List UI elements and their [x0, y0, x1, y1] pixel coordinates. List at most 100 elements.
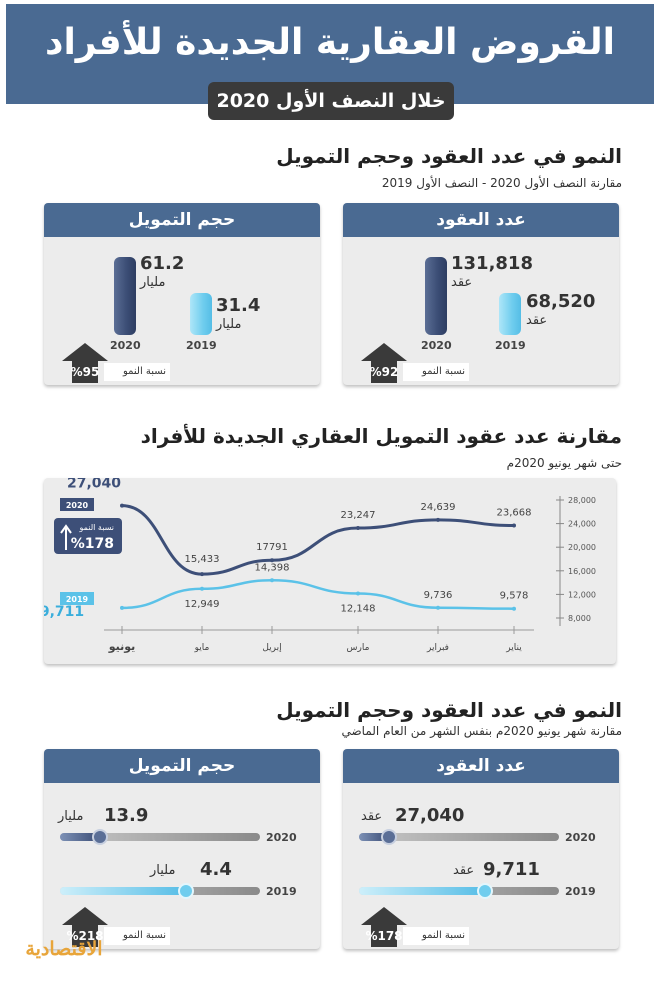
data-label-2019: 9,578	[500, 591, 529, 602]
data-point-2020	[356, 526, 360, 531]
s3-contracts-year-2020: 2020	[565, 831, 596, 844]
data-point-2020	[200, 572, 204, 577]
y-tick-label: 28,000	[568, 496, 596, 505]
data-label-2020: 23,668	[497, 508, 532, 519]
chart-growth-label: نسبة النمو	[79, 523, 114, 532]
section1-subtitle: مقارنة النصف الأول 2020 - النصف الأول 20…	[381, 176, 622, 190]
s1-financing-card: حجم التمويل 61.2 مليار 31.4 مليار 2020 2…	[44, 203, 320, 385]
s1-financing-value-2019: 31.4	[216, 295, 261, 316]
line-chart: 28,000 24,000 20,000 16,000 12,000 8,000 يناير…	[40, 476, 596, 653]
page-title: القروض العقارية الجديدة للأفراد	[44, 22, 616, 63]
s1-financing-value-2020: 61.2	[140, 253, 185, 274]
y-tick-label: 16,000	[568, 567, 596, 576]
s1-contracts-unit-2020: عقد	[451, 275, 473, 290]
s3-contracts-year-2019: 2019	[565, 885, 596, 898]
up-arrow-icon	[361, 343, 407, 383]
s1-contracts-value-2019: 68,520	[526, 291, 596, 312]
section3-title: النمو في عدد العقود وحجم التمويل	[276, 698, 622, 722]
s1-financing-growth-label: نسبة النمو	[104, 363, 170, 381]
y-tick-label: 20,000	[568, 543, 596, 552]
s3-financing-knob-2019	[178, 883, 194, 899]
s1-financing-bar-2019	[190, 293, 212, 335]
data-point-2019	[200, 586, 204, 591]
s3-contracts-card: عدد العقود 27,040 عقد 2020 9,711 عقد 201…	[343, 749, 619, 949]
s3-financing-growth-label: نسبة النمو	[104, 927, 170, 945]
series-line-2019	[121, 579, 515, 610]
data-point-2020	[436, 517, 440, 522]
s1-contracts-header: عدد العقود	[343, 203, 619, 237]
s3-contracts-unit-2020: عقد	[361, 809, 383, 824]
data-label-2020: 17791	[256, 542, 288, 553]
s3-contracts-growth-label: نسبة النمو	[403, 927, 469, 945]
x-tick-label: فبراير	[426, 643, 449, 653]
s3-financing-track-2019	[60, 887, 260, 895]
data-label-2019: 14,398	[255, 562, 290, 573]
line-chart-card: 28,000 24,000 20,000 16,000 12,000 8,000 يناير…	[40, 476, 616, 664]
up-arrow-icon	[62, 343, 108, 383]
data-point-2020	[120, 503, 124, 508]
s3-contracts-knob-2019	[477, 883, 493, 899]
data-point-2019	[120, 605, 124, 610]
s3-financing-knob-2020	[92, 829, 108, 845]
legend-2019-tag	[60, 592, 94, 605]
x-tick-label: مايو	[194, 643, 210, 653]
s3-contracts-track-2019	[359, 887, 559, 895]
up-arrow-icon	[361, 907, 407, 947]
period-pill: خلال النصف الأول 2020	[208, 82, 454, 120]
y-tick-label: 8,000	[568, 614, 591, 623]
s3-financing-year-2020: 2020	[266, 831, 297, 844]
s1-contracts-year-2019: 2019	[495, 339, 526, 352]
s1-contracts-unit-2019: عقد	[526, 313, 548, 328]
data-point-2019	[270, 578, 274, 583]
x-tick-label: إبريل	[262, 643, 281, 653]
s1-contracts-bar-2020	[425, 257, 447, 335]
s3-financing-fill-2020	[60, 833, 100, 841]
legend-2020-tag	[60, 498, 94, 511]
s1-financing-unit-2019: مليار	[216, 317, 242, 332]
data-point-2019	[512, 606, 516, 611]
s3-contracts-knob-2020	[381, 829, 397, 845]
s1-financing-unit-2020: مليار	[140, 275, 166, 290]
data-point-2020	[512, 523, 516, 528]
s3-contracts-fill-2019	[359, 887, 485, 895]
data-point-2019	[356, 591, 360, 596]
s1-financing-year-2019: 2019	[186, 339, 217, 352]
publisher-logo: الاقتصادية	[25, 938, 103, 960]
s1-financing-header: حجم التمويل	[44, 203, 320, 237]
s1-financing-growth-pct: %95	[70, 365, 100, 379]
data-label-2019: 12,949	[185, 599, 220, 610]
section3-subtitle: مقارنة شهر يونيو 2020م بنفس الشهر من الع…	[341, 724, 622, 738]
s3-financing-year-2019: 2019	[266, 885, 297, 898]
s1-contracts-growth-label: نسبة النمو	[403, 363, 469, 381]
s3-contracts-unit-2019: عقد	[453, 863, 475, 878]
s3-contracts-value-2019: 9,711	[483, 859, 540, 880]
s3-financing-header: حجم التمويل	[44, 749, 320, 783]
data-point-2019	[436, 605, 440, 610]
section2-subtitle: حتى شهر يونيو 2020م	[506, 456, 622, 470]
s1-contracts-year-2020: 2020	[421, 339, 452, 352]
x-tick-label: مارس	[347, 643, 370, 653]
chart-growth-badge	[54, 518, 122, 554]
s1-financing-bar-2020	[114, 257, 136, 335]
data-label-2019: 12,148	[341, 604, 376, 615]
s1-contracts-card: عدد العقود 131,818 عقد 68,520 عقد 2020 2…	[343, 203, 619, 385]
y-tick-label: 24,000	[568, 520, 596, 529]
s3-financing-value-2019: 4.4	[200, 859, 232, 880]
s3-financing-value-2020: 13.9	[104, 805, 149, 826]
x-tick-label: يونيو	[108, 640, 136, 653]
data-label-2019: 9,711	[44, 604, 84, 620]
data-label-2020: 15,433	[185, 554, 220, 565]
data-label-2019: 9,736	[424, 590, 453, 601]
s3-financing-unit-2020: مليار	[58, 809, 84, 824]
series-line-2020	[121, 504, 515, 576]
s3-financing-track-2020	[60, 833, 260, 841]
s1-contracts-bar-2019	[499, 293, 521, 335]
data-label-2020: 23,247	[341, 510, 376, 521]
up-arrow-icon	[60, 524, 72, 550]
s3-financing-growth-pct: %218	[66, 929, 104, 943]
s3-contracts-header: عدد العقود	[343, 749, 619, 783]
section2-title: مقارنة عدد عقود التمويل العقاري الجديدة …	[140, 424, 622, 448]
s3-contracts-value-2020: 27,040	[395, 805, 465, 826]
data-label-2020: 24,639	[421, 502, 456, 513]
up-arrow-icon	[62, 907, 108, 947]
